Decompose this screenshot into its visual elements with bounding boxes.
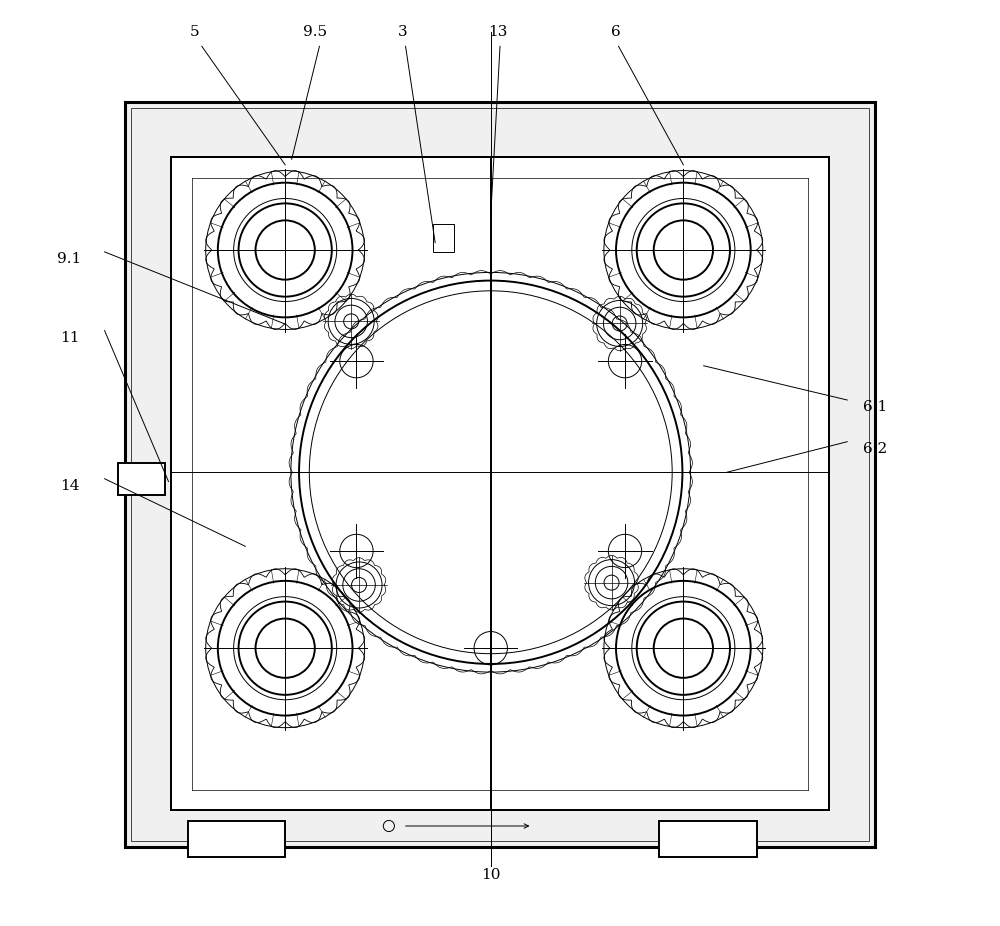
Bar bbox=[125, 102, 875, 847]
Bar bbox=[118, 463, 165, 495]
Text: 5: 5 bbox=[190, 25, 199, 40]
Bar bbox=[131, 108, 869, 841]
Bar bbox=[171, 157, 829, 810]
Bar bbox=[433, 224, 454, 252]
Text: 13: 13 bbox=[488, 25, 508, 40]
Text: 6: 6 bbox=[611, 25, 621, 40]
Text: 6.1: 6.1 bbox=[863, 400, 887, 415]
Text: 9.1: 9.1 bbox=[57, 252, 82, 267]
Bar bbox=[188, 821, 285, 857]
Text: 3: 3 bbox=[398, 25, 408, 40]
Bar bbox=[659, 821, 757, 857]
Text: 10: 10 bbox=[481, 868, 500, 882]
Text: 14: 14 bbox=[60, 479, 79, 494]
Text: 9.5: 9.5 bbox=[303, 25, 327, 40]
Text: 6.2: 6.2 bbox=[863, 442, 887, 457]
Text: 11: 11 bbox=[60, 331, 79, 345]
